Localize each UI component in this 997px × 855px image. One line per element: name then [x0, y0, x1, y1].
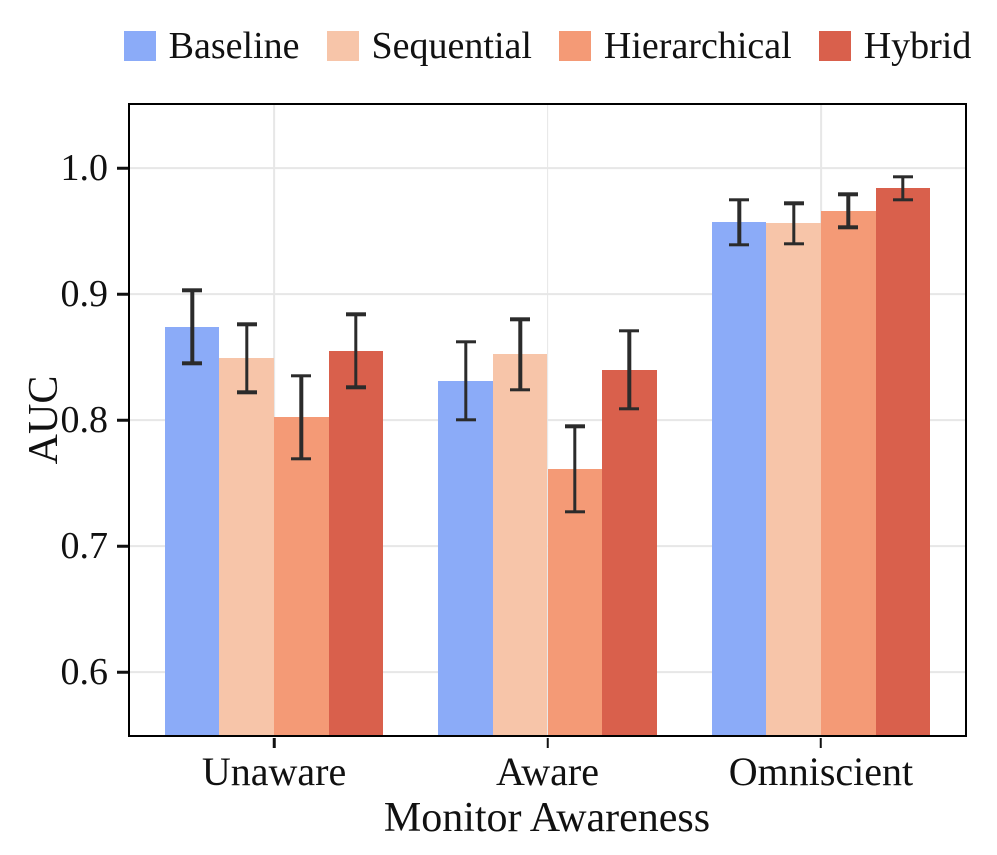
- y-tick-label: 0.7: [60, 525, 109, 567]
- bar-baseline-aware: [438, 380, 493, 735]
- error-bar-cap: [236, 322, 257, 326]
- bar-sequential-unaware: [219, 358, 275, 735]
- error-bar: [299, 375, 304, 460]
- bar-sequential-omniscient: [766, 223, 821, 735]
- plot-inner: 0.6 0.7 0.8 0.9 1.0 Unaware Aware Omniscient: [61, 105, 965, 792]
- legend-label: Hybrid: [863, 25, 972, 67]
- error-bar-cap: [729, 243, 750, 247]
- error-bar-cap: [510, 388, 531, 392]
- y-tick-label: 0.6: [60, 651, 109, 693]
- error-bar: [354, 314, 358, 388]
- error-bar-cap: [619, 406, 640, 411]
- legend-item: Baseline: [123, 25, 300, 67]
- legend-label: Baseline: [168, 25, 300, 67]
- error-bar: [190, 290, 194, 364]
- error-bar-cap: [838, 225, 859, 229]
- error-bar: [518, 319, 522, 390]
- y-tick-mark: [116, 670, 128, 674]
- chart-legend: Baseline Sequential Hierarchical Hybrid: [110, 20, 985, 72]
- bar-hierarchical-unaware: [274, 417, 329, 735]
- x-tick-mark: [819, 737, 823, 748]
- legend-swatch-hybrid: [818, 31, 851, 61]
- error-bar-cap: [838, 192, 859, 197]
- x-axis-label: Monitor Awareness: [383, 795, 711, 841]
- error-bar: [627, 330, 632, 409]
- legend-swatch-hierarchical: [558, 31, 591, 61]
- x-tick-mark: [546, 737, 549, 748]
- error-bar-cap: [182, 361, 203, 365]
- error-bar-cap: [892, 197, 913, 202]
- y-tick-label: 0.9: [60, 273, 109, 315]
- error-bar-cap: [236, 390, 257, 394]
- error-bar-cap: [291, 374, 312, 378]
- y-tick-mark: [116, 166, 128, 170]
- error-bar-cap: [619, 328, 640, 333]
- bar-hybrid-unaware: [328, 350, 384, 735]
- error-bar: [791, 203, 796, 244]
- error-bar-cap: [783, 201, 804, 205]
- plot-area: 0.6 0.7 0.8 0.9 1.0 Unaware Aware Omniscient: [61, 103, 967, 792]
- bar-baseline-omniscient: [711, 222, 767, 735]
- error-bar-cap: [345, 312, 366, 316]
- error-bar-cap: [291, 457, 312, 461]
- gridline-vertical: [546, 105, 549, 735]
- bar-baseline-unaware: [164, 326, 220, 735]
- bar-sequential-aware: [492, 354, 548, 735]
- legend-label: Sequential: [371, 25, 532, 67]
- legend-item: Hybrid: [818, 25, 972, 67]
- legend-item: Sequential: [326, 25, 532, 67]
- error-bar-cap: [182, 288, 203, 292]
- error-bar-cap: [455, 340, 476, 344]
- x-tick-label-omniscient: Omniscient: [728, 749, 914, 794]
- legend-label: Hierarchical: [603, 25, 792, 67]
- y-tick-label: 1.0: [60, 147, 109, 189]
- error-bar-cap: [345, 385, 366, 389]
- error-bar-cap: [564, 510, 585, 514]
- y-tick-mark: [116, 292, 128, 296]
- x-tick-mark: [272, 737, 276, 748]
- error-bar-cap: [783, 241, 804, 246]
- bar-hybrid-aware: [602, 369, 657, 735]
- y-axis-label: AUC: [21, 375, 67, 465]
- legend-swatch-baseline: [123, 31, 156, 61]
- y-tick-mark: [116, 418, 128, 422]
- error-bar: [846, 194, 850, 228]
- y-tick-mark: [116, 544, 128, 548]
- error-bar-cap: [510, 317, 531, 321]
- legend-item: Hierarchical: [558, 25, 792, 67]
- error-bar: [737, 199, 741, 245]
- error-bar-cap: [729, 197, 750, 202]
- error-bar: [463, 341, 468, 420]
- error-bar: [573, 426, 577, 512]
- legend-swatch-sequential: [326, 31, 359, 61]
- bar-hierarchical-omniscient: [820, 210, 876, 735]
- x-tick-label-unaware: Unaware: [201, 749, 347, 794]
- error-bar: [901, 176, 905, 200]
- error-bar-cap: [455, 418, 476, 422]
- error-bar: [245, 324, 249, 393]
- error-bar-cap: [564, 424, 585, 428]
- error-bar-cap: [892, 175, 913, 179]
- bar-hybrid-omniscient: [875, 188, 931, 735]
- x-tick-label-aware: Aware: [496, 749, 599, 794]
- y-tick-label: 0.8: [60, 399, 109, 441]
